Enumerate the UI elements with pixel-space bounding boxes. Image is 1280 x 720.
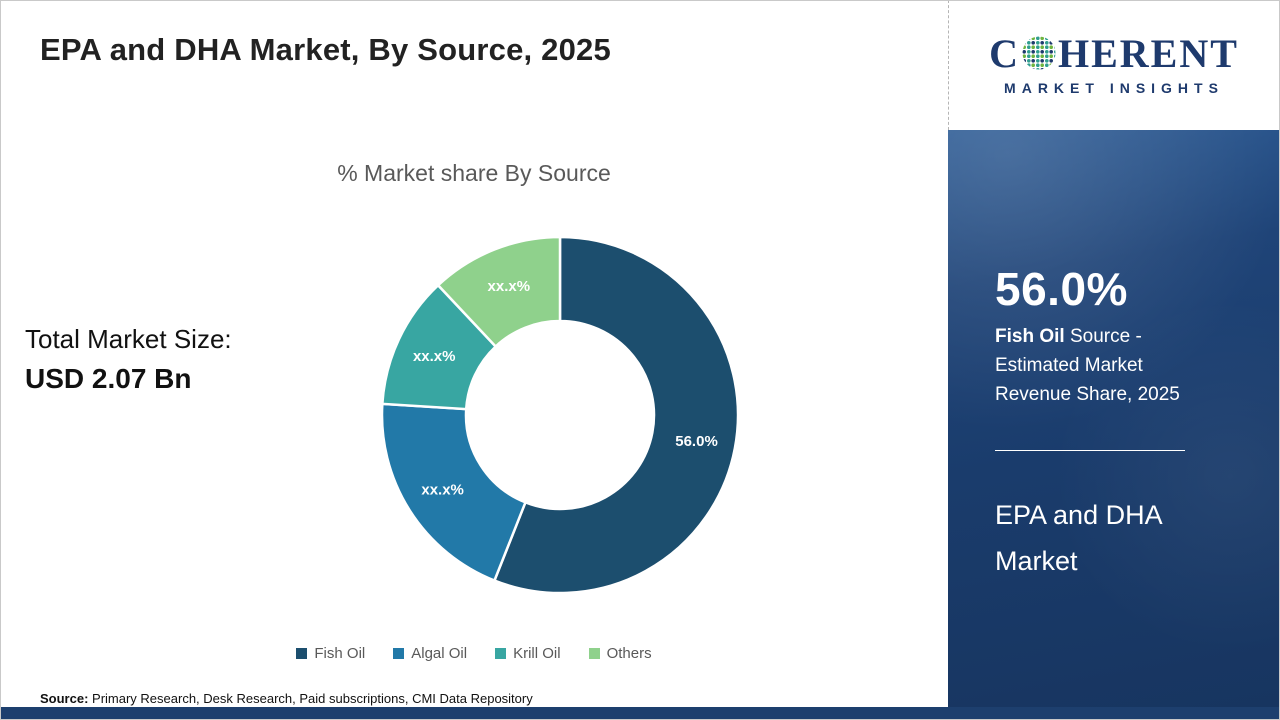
bottom-accent-bar (0, 707, 1280, 720)
total-market-label: Total Market Size: (25, 324, 232, 354)
highlight-panel: 56.0% Fish Oil Source - Estimated Market… (948, 130, 1280, 707)
legend-label: Others (606, 645, 652, 662)
legend-swatch (393, 648, 405, 659)
chart-legend: Fish Oil Algal Oil Krill Oil Others (0, 645, 948, 662)
source-label: Source: (40, 691, 89, 706)
slice-label-algal-oil: xx.x% (421, 481, 464, 498)
stat-description: Fish Oil Source - Estimated Market Reven… (995, 322, 1210, 409)
legend-label: Algal Oil (411, 645, 468, 662)
logo-subtitle: MARKET INSIGHTS (1004, 80, 1224, 96)
market-name: EPA and DHA Market (995, 500, 1162, 576)
stat-description-rest: Source - Estimated Market Revenue Share,… (995, 326, 1180, 405)
legend-swatch (296, 648, 308, 659)
legend-item-algal-oil: Algal Oil (393, 645, 467, 662)
legend-swatch (588, 648, 600, 659)
logo-word-start: C (989, 31, 1020, 76)
slice-label-others: xx.x% (488, 278, 531, 295)
legend-label: Krill Oil (513, 645, 561, 662)
donut-chart: 56.0% xx.x% xx.x% xx.x% (380, 235, 740, 595)
logo-globe-icon (1022, 36, 1056, 70)
legend-item-fish-oil: Fish Oil (296, 645, 365, 662)
stat-description-bold: Fish Oil (995, 326, 1065, 347)
donut-segment-fish-oil (492, 235, 740, 595)
chart-title: % Market share By Source (337, 160, 611, 186)
donut-segment-others (436, 235, 562, 349)
legend-label: Fish Oil (314, 645, 366, 662)
legend-item-others: Others (588, 645, 652, 662)
panel-divider (995, 450, 1185, 451)
donut-segment-algal-oil (380, 402, 528, 583)
total-market-value: USD 2.07 Bn (25, 363, 192, 394)
slice-label-krill-oil: xx.x% (413, 348, 456, 365)
page-title: EPA and DHA Market, By Source, 2025 (40, 32, 611, 67)
slice-label-fish-oil: 56.0% (675, 433, 718, 450)
logo-word-end: HERENT (1057, 31, 1239, 76)
logo-wordmark: C HERENT (989, 34, 1239, 74)
total-market-block: Total Market Size: USD 2.07 Bn (25, 324, 232, 395)
source-text: Primary Research, Desk Research, Paid su… (88, 691, 533, 706)
legend-item-krill-oil: Krill Oil (495, 645, 561, 662)
source-note: Source: Primary Research, Desk Research,… (40, 691, 533, 706)
legend-swatch (495, 648, 507, 659)
brand-logo: C HERENT MARKET INSIGHTS (948, 0, 1279, 130)
stat-value: 56.0% (995, 263, 1128, 315)
